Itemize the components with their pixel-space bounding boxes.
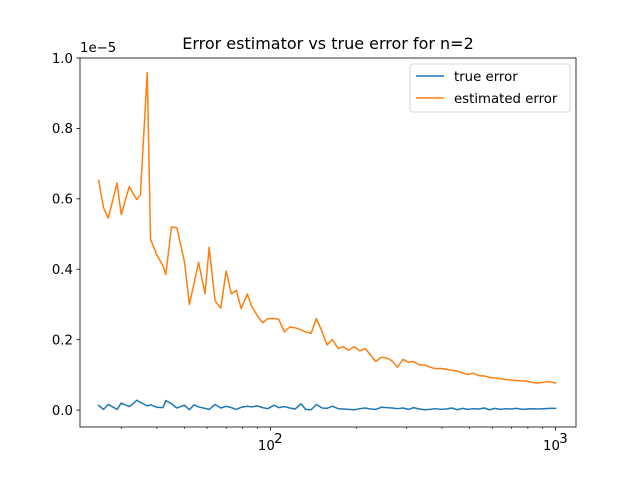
chart-title: Error estimator vs true error for n=2 (182, 34, 474, 53)
legend-label-0: true error (454, 70, 518, 85)
legend-box (409, 63, 571, 113)
series-line-0 (97, 399, 557, 411)
y-tick-label-3: 0.6 (52, 193, 73, 208)
x-tick-label-exponent-0: 2 (274, 432, 282, 447)
y-tick-label-5: 1.0 (52, 52, 73, 67)
x-tick-label-1: 10 (543, 439, 560, 454)
y-tick-label-2: 0.4 (52, 263, 73, 278)
axes-frame (79, 57, 577, 428)
series-line-1 (97, 72, 557, 384)
x-tick-label-exponent-1: 3 (559, 432, 567, 447)
y-tick-label-1: 0.2 (52, 333, 73, 348)
y-offset-text: 1e−5 (80, 41, 116, 56)
y-tick-label-4: 0.8 (52, 122, 73, 137)
legend-label-1: estimated error (454, 92, 558, 107)
x-tick-label-0: 10 (258, 439, 275, 454)
y-tick-label-0: 0.0 (52, 404, 73, 419)
